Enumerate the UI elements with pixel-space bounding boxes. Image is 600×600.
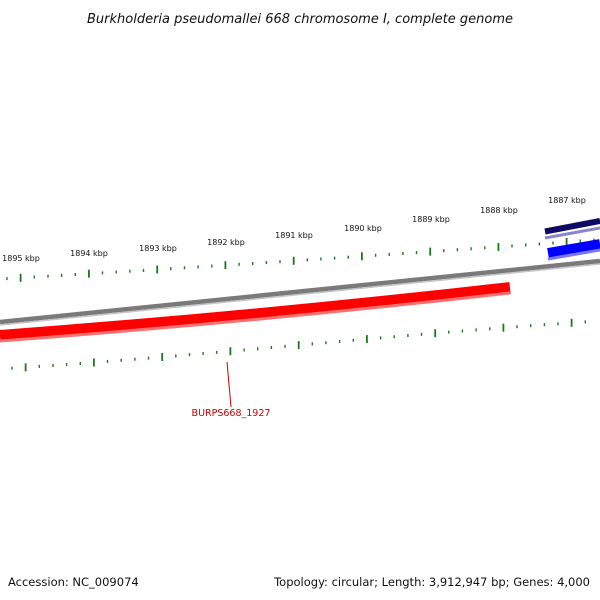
kbp-label: 1895 kbp bbox=[2, 254, 40, 263]
kbp-label: 1889 kbp bbox=[412, 215, 450, 224]
gene-leader-line bbox=[226, 361, 232, 408]
kbp-label: 1891 kbp bbox=[275, 231, 313, 240]
topology-summary: Topology: circular; Length: 3,912,947 bp… bbox=[273, 575, 590, 589]
gene-arc-navy-shade bbox=[544, 226, 600, 240]
gene-arc-blue[interactable] bbox=[547, 239, 600, 258]
outer-tick-ring bbox=[6, 238, 595, 282]
gene-arc-red[interactable] bbox=[0, 282, 511, 342]
kbp-label: 1888 kbp bbox=[480, 206, 518, 215]
forward-strand-genes bbox=[544, 218, 600, 261]
kbp-label: 1893 kbp bbox=[139, 244, 177, 253]
inner-tick-ring bbox=[11, 318, 586, 372]
gene-burps668-1927[interactable] bbox=[0, 282, 511, 343]
kbp-label: 1887 kbp bbox=[548, 196, 586, 205]
accession-text: Accession: NC_009074 bbox=[8, 575, 139, 589]
kbp-labels: 1895 kbp 1894 kbp 1893 kbp 1892 kbp 1891… bbox=[2, 196, 586, 263]
kbp-label: 1890 kbp bbox=[344, 224, 382, 233]
map-title: Burkholderia pseudomallei 668 chromosome… bbox=[87, 12, 513, 27]
gene-arc-navy[interactable] bbox=[544, 218, 600, 235]
gene-arc-blue-shade bbox=[547, 248, 600, 261]
gene-arc-red-shade bbox=[0, 291, 511, 343]
kbp-label: 1892 kbp bbox=[207, 238, 245, 247]
kbp-label: 1894 kbp bbox=[70, 249, 108, 258]
chromosome-backbone bbox=[0, 258, 600, 326]
gene-label[interactable]: BURPS668_1927 bbox=[192, 408, 271, 419]
